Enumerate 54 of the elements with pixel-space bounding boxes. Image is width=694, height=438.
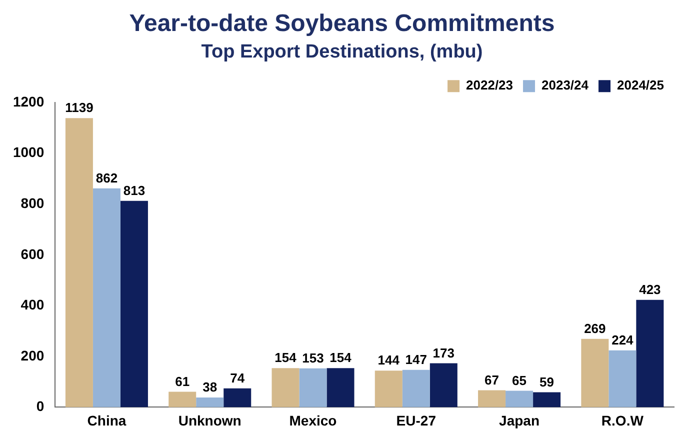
data-label: 59 [540, 374, 554, 390]
bar [326, 368, 354, 408]
y-tick-label: 800 [20, 194, 44, 211]
legend-label: 2022/23 [466, 78, 514, 93]
bar [168, 392, 196, 408]
data-label: 423 [639, 282, 661, 297]
data-label: 269 [584, 320, 606, 336]
data-label: 153 [302, 350, 324, 366]
y-tick-label: 600 [20, 246, 44, 262]
data-label: 173 [432, 345, 454, 360]
x-tick-label: EU-27 [396, 412, 436, 428]
legend-label: 2023/24 [542, 78, 590, 93]
data-label: 38 [202, 380, 218, 395]
y-tick-label: 200 [20, 347, 44, 364]
x-tick-label: R.O.W [601, 412, 644, 428]
y-tick-label: 1000 [12, 144, 44, 160]
bar [65, 118, 93, 408]
bar [581, 338, 609, 408]
data-label: 61 [175, 374, 190, 389]
chart-title: Year-to-date Soybeans Commitments [129, 10, 555, 38]
data-label: 154 [330, 350, 352, 366]
data-label: 224 [612, 332, 634, 348]
bar [478, 390, 506, 408]
bar [374, 370, 402, 408]
bar [608, 350, 636, 408]
bar [224, 388, 252, 408]
data-label: 813 [123, 182, 146, 198]
bar [92, 188, 120, 408]
bar [196, 398, 224, 408]
bar [533, 392, 561, 408]
bar [120, 200, 148, 408]
bar [299, 368, 327, 408]
bar [430, 363, 458, 408]
bar [402, 370, 430, 408]
bar [272, 368, 300, 408]
data-label: 147 [405, 352, 427, 367]
x-tick-label: Mexico [289, 412, 337, 428]
x-tick-label: Unknown [178, 412, 242, 428]
data-label: 1139 [65, 100, 94, 116]
x-tick-label: Japan [499, 412, 540, 428]
data-label: 67 [484, 372, 500, 388]
y-tick-label: 0 [36, 398, 44, 414]
bar [636, 300, 664, 408]
legend-label: 2024/25 [617, 78, 664, 93]
data-label: 154 [274, 350, 298, 366]
x-tick-label: China [87, 412, 126, 428]
chart-subtitle: Top Export Destinations, (mbu) [201, 41, 483, 62]
data-label: 65 [512, 372, 527, 388]
y-tick-label: 1200 [12, 93, 44, 110]
data-label: 74 [230, 370, 246, 386]
bar [506, 390, 534, 408]
data-label: 862 [96, 170, 118, 186]
y-tick-label: 400 [20, 296, 44, 313]
data-label: 144 [378, 352, 400, 368]
